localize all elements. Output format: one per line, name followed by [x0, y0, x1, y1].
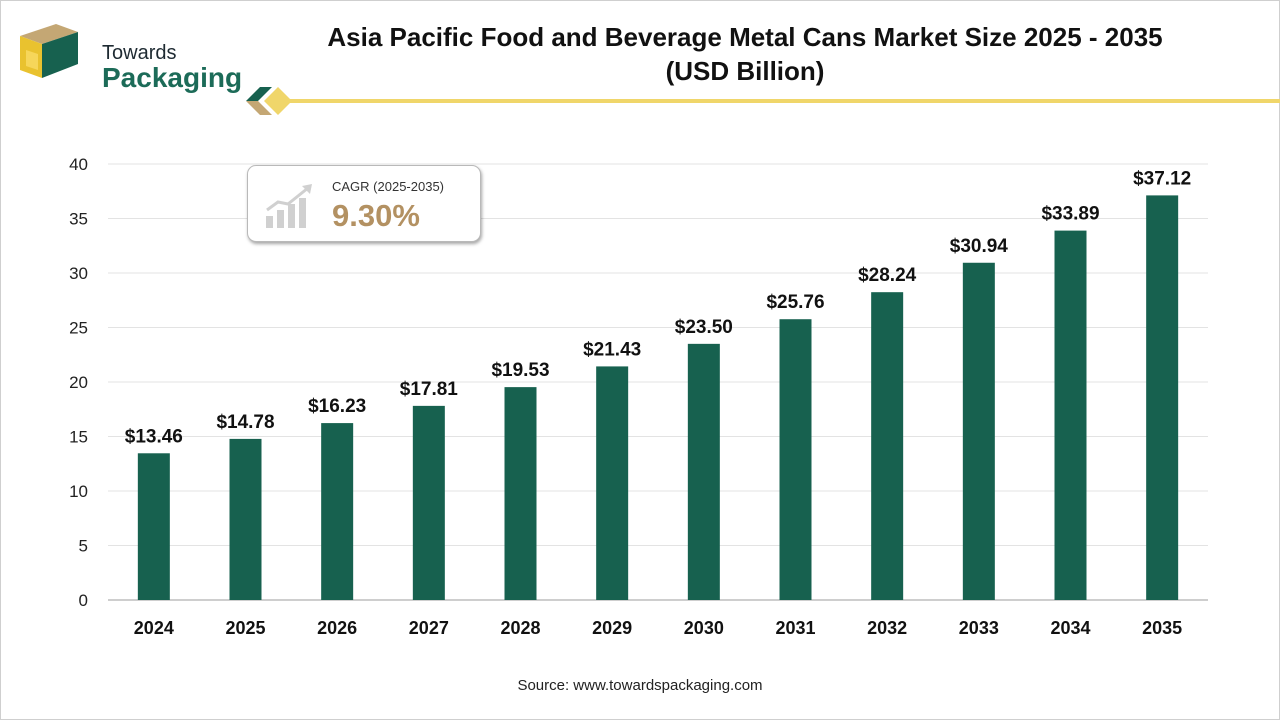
- data-label: $16.23: [308, 396, 366, 417]
- x-tick-label: 2033: [959, 618, 999, 638]
- y-tick-label: 0: [79, 591, 88, 610]
- x-tick-label: 2034: [1050, 618, 1090, 638]
- bar: [1146, 195, 1179, 600]
- data-label: $28.24: [858, 265, 917, 286]
- y-tick-label: 15: [69, 428, 88, 447]
- x-tick-label: 2029: [592, 618, 632, 638]
- data-label: $19.53: [491, 360, 549, 381]
- cagr-value: 9.30%: [332, 198, 420, 233]
- decorative-diamond-icon: [246, 87, 292, 115]
- x-tick-label: 2035: [1142, 618, 1182, 638]
- x-tick-label: 2028: [500, 618, 540, 638]
- towards-packaging-logo: Towards Packaging: [18, 20, 242, 93]
- bar: [596, 366, 629, 600]
- data-label: $17.81: [400, 379, 459, 400]
- cagr-callout: CAGR (2025-2035) 9.30%: [247, 165, 481, 242]
- chart-title: Asia Pacific Food and Beverage Metal Can…: [280, 20, 1210, 88]
- y-tick-label: 30: [69, 264, 88, 283]
- data-label: $21.43: [583, 339, 641, 360]
- data-label: $30.94: [950, 236, 1009, 257]
- bar: [687, 343, 720, 600]
- data-label: $33.89: [1041, 204, 1099, 225]
- cagr-label: CAGR (2025-2035): [332, 179, 444, 194]
- data-label: $37.12: [1133, 168, 1191, 189]
- chart-title-line-1: Asia Pacific Food and Beverage Metal Can…: [327, 22, 1163, 52]
- bar: [504, 387, 537, 600]
- bar: [779, 319, 812, 600]
- bar: [229, 438, 262, 600]
- x-tick-label: 2031: [775, 618, 815, 638]
- bar: [137, 453, 170, 600]
- y-tick-label: 25: [69, 319, 88, 338]
- brand-line-1: Towards: [102, 42, 177, 64]
- data-label: $13.46: [125, 426, 183, 447]
- brand-line-2: Packaging: [102, 62, 243, 93]
- bar: [412, 405, 445, 600]
- logo-box-icon: [20, 24, 78, 78]
- y-tick-label: 40: [69, 155, 88, 174]
- data-label: $23.50: [675, 317, 733, 338]
- x-tick-label: 2026: [317, 618, 357, 638]
- data-label: $14.78: [216, 412, 274, 433]
- bar: [321, 423, 354, 600]
- x-tick-label: 2024: [134, 618, 174, 638]
- data-label: $25.76: [766, 292, 824, 313]
- growth-chart-icon: [266, 184, 312, 228]
- y-tick-label: 5: [79, 537, 88, 556]
- y-tick-label: 10: [69, 482, 88, 501]
- x-tick-label: 2027: [409, 618, 449, 638]
- bar: [962, 262, 995, 600]
- bar: [871, 292, 904, 600]
- x-tick-label: 2030: [684, 618, 724, 638]
- y-tick-label: 35: [69, 210, 88, 229]
- source-note: Source: www.towardspackaging.com: [517, 677, 763, 694]
- decorative-divider: [290, 99, 1280, 103]
- y-tick-label: 20: [69, 373, 88, 392]
- chart-title-line-2: (USD Billion): [665, 56, 825, 86]
- bar: [1054, 230, 1087, 600]
- x-tick-label: 2032: [867, 618, 907, 638]
- x-tick-label: 2025: [225, 618, 265, 638]
